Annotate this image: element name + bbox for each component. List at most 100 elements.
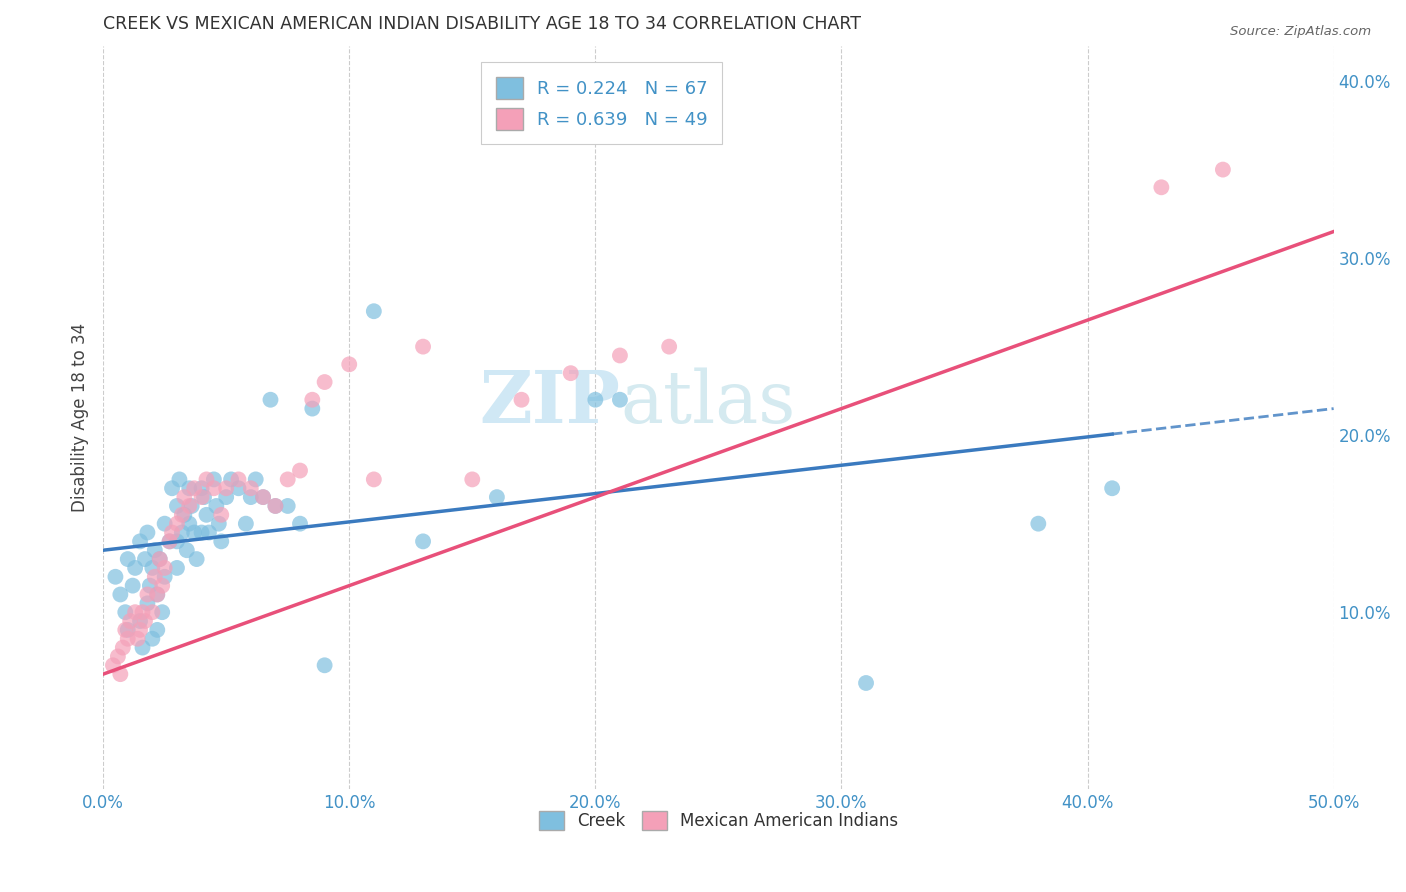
Point	[114, 623, 136, 637]
Point	[195, 508, 218, 522]
Point	[1026, 516, 1049, 531]
Point	[658, 340, 681, 354]
Point	[461, 472, 484, 486]
Point	[153, 516, 176, 531]
Point	[583, 392, 606, 407]
Point	[129, 614, 152, 628]
Point	[1101, 481, 1123, 495]
Point	[117, 552, 139, 566]
Point	[136, 525, 159, 540]
Point	[239, 490, 262, 504]
Point	[202, 472, 225, 486]
Point	[121, 579, 143, 593]
Point	[1150, 180, 1173, 194]
Point	[127, 632, 149, 646]
Point	[146, 623, 169, 637]
Point	[190, 481, 212, 495]
Point	[215, 481, 238, 495]
Point	[560, 366, 582, 380]
Point	[337, 357, 360, 371]
Point	[855, 676, 877, 690]
Point	[166, 534, 188, 549]
Point	[101, 658, 124, 673]
Point	[110, 667, 132, 681]
Point	[166, 516, 188, 531]
Point	[215, 490, 238, 504]
Point	[245, 472, 267, 486]
Point	[1212, 162, 1234, 177]
Point	[107, 649, 129, 664]
Point	[183, 481, 205, 495]
Point	[124, 561, 146, 575]
Point	[485, 490, 508, 504]
Point	[170, 508, 193, 522]
Point	[277, 499, 299, 513]
Point	[205, 499, 228, 513]
Point	[193, 490, 215, 504]
Point	[131, 605, 153, 619]
Point	[169, 472, 191, 486]
Point	[153, 561, 176, 575]
Text: ZIP: ZIP	[479, 368, 620, 438]
Point	[235, 516, 257, 531]
Point	[209, 534, 232, 549]
Point	[288, 464, 311, 478]
Point	[170, 525, 193, 540]
Point	[159, 534, 181, 549]
Point	[136, 587, 159, 601]
Point	[146, 587, 169, 601]
Point	[141, 561, 163, 575]
Point	[609, 392, 631, 407]
Point	[114, 605, 136, 619]
Point	[609, 349, 631, 363]
Point	[288, 516, 311, 531]
Point	[510, 392, 533, 407]
Text: Source: ZipAtlas.com: Source: ZipAtlas.com	[1230, 25, 1371, 38]
Point	[124, 605, 146, 619]
Point	[153, 570, 176, 584]
Point	[134, 614, 156, 628]
Legend: Creek, Mexican American Indians: Creek, Mexican American Indians	[531, 804, 905, 837]
Point	[195, 472, 218, 486]
Point	[179, 481, 201, 495]
Point	[117, 623, 139, 637]
Point	[129, 623, 152, 637]
Point	[136, 596, 159, 610]
Point	[183, 525, 205, 540]
Point	[141, 605, 163, 619]
Point	[301, 392, 323, 407]
Point	[186, 552, 208, 566]
Point	[228, 472, 250, 486]
Point	[190, 525, 212, 540]
Point	[146, 587, 169, 601]
Point	[129, 534, 152, 549]
Point	[176, 543, 198, 558]
Point	[202, 481, 225, 495]
Point	[412, 534, 434, 549]
Point	[104, 570, 127, 584]
Point	[179, 516, 201, 531]
Point	[198, 525, 221, 540]
Point	[166, 499, 188, 513]
Point	[149, 552, 172, 566]
Point	[149, 552, 172, 566]
Point	[160, 481, 183, 495]
Point	[363, 304, 385, 318]
Point	[117, 632, 139, 646]
Text: atlas: atlas	[620, 368, 796, 438]
Point	[314, 375, 336, 389]
Point	[301, 401, 323, 416]
Point	[277, 472, 299, 486]
Point	[141, 632, 163, 646]
Point	[314, 658, 336, 673]
Point	[134, 552, 156, 566]
Point	[264, 499, 287, 513]
Point	[180, 499, 202, 513]
Point	[252, 490, 274, 504]
Point	[143, 570, 166, 584]
Point	[173, 508, 195, 522]
Point	[139, 579, 162, 593]
Point	[252, 490, 274, 504]
Point	[239, 481, 262, 495]
Point	[110, 587, 132, 601]
